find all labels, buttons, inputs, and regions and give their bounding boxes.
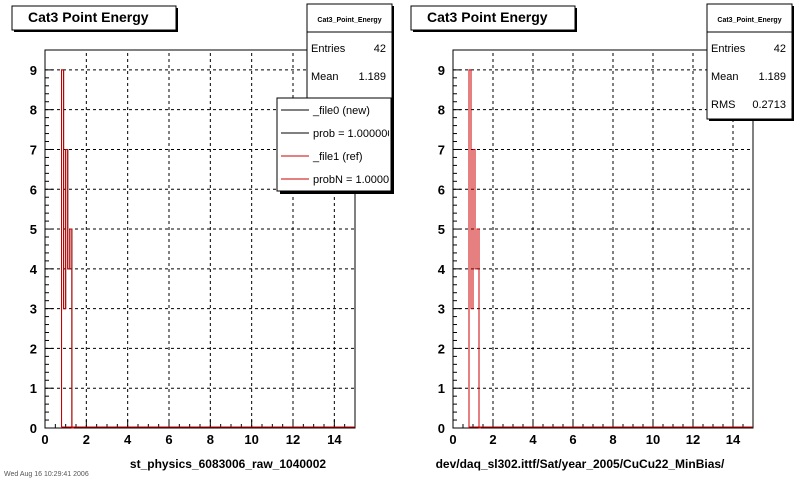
x-axis-label: st_physics_6083006_raw_1040002 — [130, 457, 326, 471]
histogram-bin — [64, 309, 66, 428]
y-tick-label: 8 — [438, 103, 445, 118]
legend-entry: probN = 1.000000 — [313, 174, 401, 186]
y-tick-label: 7 — [438, 142, 445, 157]
stats-value: 1.189 — [758, 71, 786, 83]
x-tick-label: 8 — [207, 432, 214, 447]
chart-title: Cat3 Point Energy — [427, 9, 548, 25]
x-tick-label: 14 — [726, 432, 741, 447]
x-tick-label: 14 — [327, 432, 342, 447]
y-tick-label: 9 — [438, 63, 445, 78]
histogram-bin — [477, 229, 479, 428]
histogram-bin — [66, 149, 68, 428]
y-tick-label: 4 — [30, 262, 38, 277]
y-tick-label: 1 — [438, 381, 445, 396]
y-tick-label: 6 — [438, 182, 445, 197]
y-tick-label: 0 — [438, 421, 445, 436]
y-tick-label: 2 — [438, 341, 445, 356]
stats-title: Cat3_Point_Energy — [317, 17, 381, 24]
legend-box — [276, 97, 392, 192]
stats-box — [706, 3, 793, 120]
y-tick-label: 8 — [30, 103, 37, 118]
x-tick-label: 12 — [686, 432, 700, 447]
legend-entry: _file0 (new) — [312, 105, 370, 117]
x-axis-label: dev/daq_sl302.ittf/Sat/year_2005/CuCu22_… — [436, 457, 725, 471]
histogram-bin — [475, 269, 477, 428]
title-box — [410, 5, 576, 31]
x-tick-label: 10 — [646, 432, 660, 447]
stats-label: Entries — [311, 43, 346, 55]
series-line-2 — [61, 69, 74, 429]
legend: _file0 (new) prob = 1.000000 _file1 (ref) p… — [276, 97, 401, 194]
x-tick-label: 0 — [449, 432, 456, 447]
title-box — [11, 5, 177, 31]
stats-label: Entries — [711, 43, 746, 55]
stats-title: Cat3_Point_Energy — [717, 17, 781, 24]
x-tick-label: 2 — [83, 432, 90, 447]
y-tick-label: 9 — [30, 63, 37, 78]
histogram-bin — [473, 149, 475, 428]
y-tick-label: 5 — [438, 222, 445, 237]
stats-box — [306, 3, 393, 101]
histogram-bin — [471, 309, 473, 428]
y-tick-label: 0 — [30, 421, 37, 436]
x-tick-label: 4 — [124, 432, 132, 447]
legend-entry: _file1 (ref) — [312, 151, 363, 163]
x-tick-label: 2 — [489, 432, 496, 447]
stats-label: Mean — [311, 71, 339, 83]
y-tick-label: 3 — [438, 302, 445, 317]
plot-frame — [452, 49, 754, 429]
footer-timestamp: Wed Aug 16 10:29:41 2006 — [4, 471, 89, 478]
chart-title: Cat3 Point Energy — [28, 9, 149, 25]
y-tick-label: 4 — [438, 262, 446, 277]
y-tick-label: 3 — [30, 302, 37, 317]
stats-label: Mean — [711, 71, 739, 83]
x-tick-label: 0 — [41, 432, 48, 447]
y-tick-label: 7 — [30, 142, 37, 157]
stats-value: 42 — [374, 43, 386, 55]
x-tick-label: 10 — [244, 432, 258, 447]
x-tick-label: 6 — [569, 432, 576, 447]
stats-value: 1.189 — [358, 71, 386, 83]
x-tick-label: 12 — [286, 432, 300, 447]
x-tick-label: 4 — [529, 432, 537, 447]
stats-value: 42 — [774, 43, 786, 55]
y-tick-label: 5 — [30, 222, 37, 237]
histogram-bin — [469, 70, 471, 428]
series-line-1 — [468, 69, 481, 429]
stats-label: RMS — [711, 99, 735, 111]
legend-entry: prob = 1.000000 — [313, 128, 393, 140]
histogram-bin — [68, 269, 70, 428]
x-tick-label: 8 — [609, 432, 616, 447]
stats-value: 0.2713 — [752, 99, 786, 111]
y-tick-label: 2 — [30, 341, 37, 356]
histogram-bin — [70, 229, 72, 428]
x-tick-label: 6 — [165, 432, 172, 447]
y-tick-label: 6 — [30, 182, 37, 197]
y-tick-label: 1 — [30, 381, 37, 396]
histogram-bin — [62, 70, 64, 428]
